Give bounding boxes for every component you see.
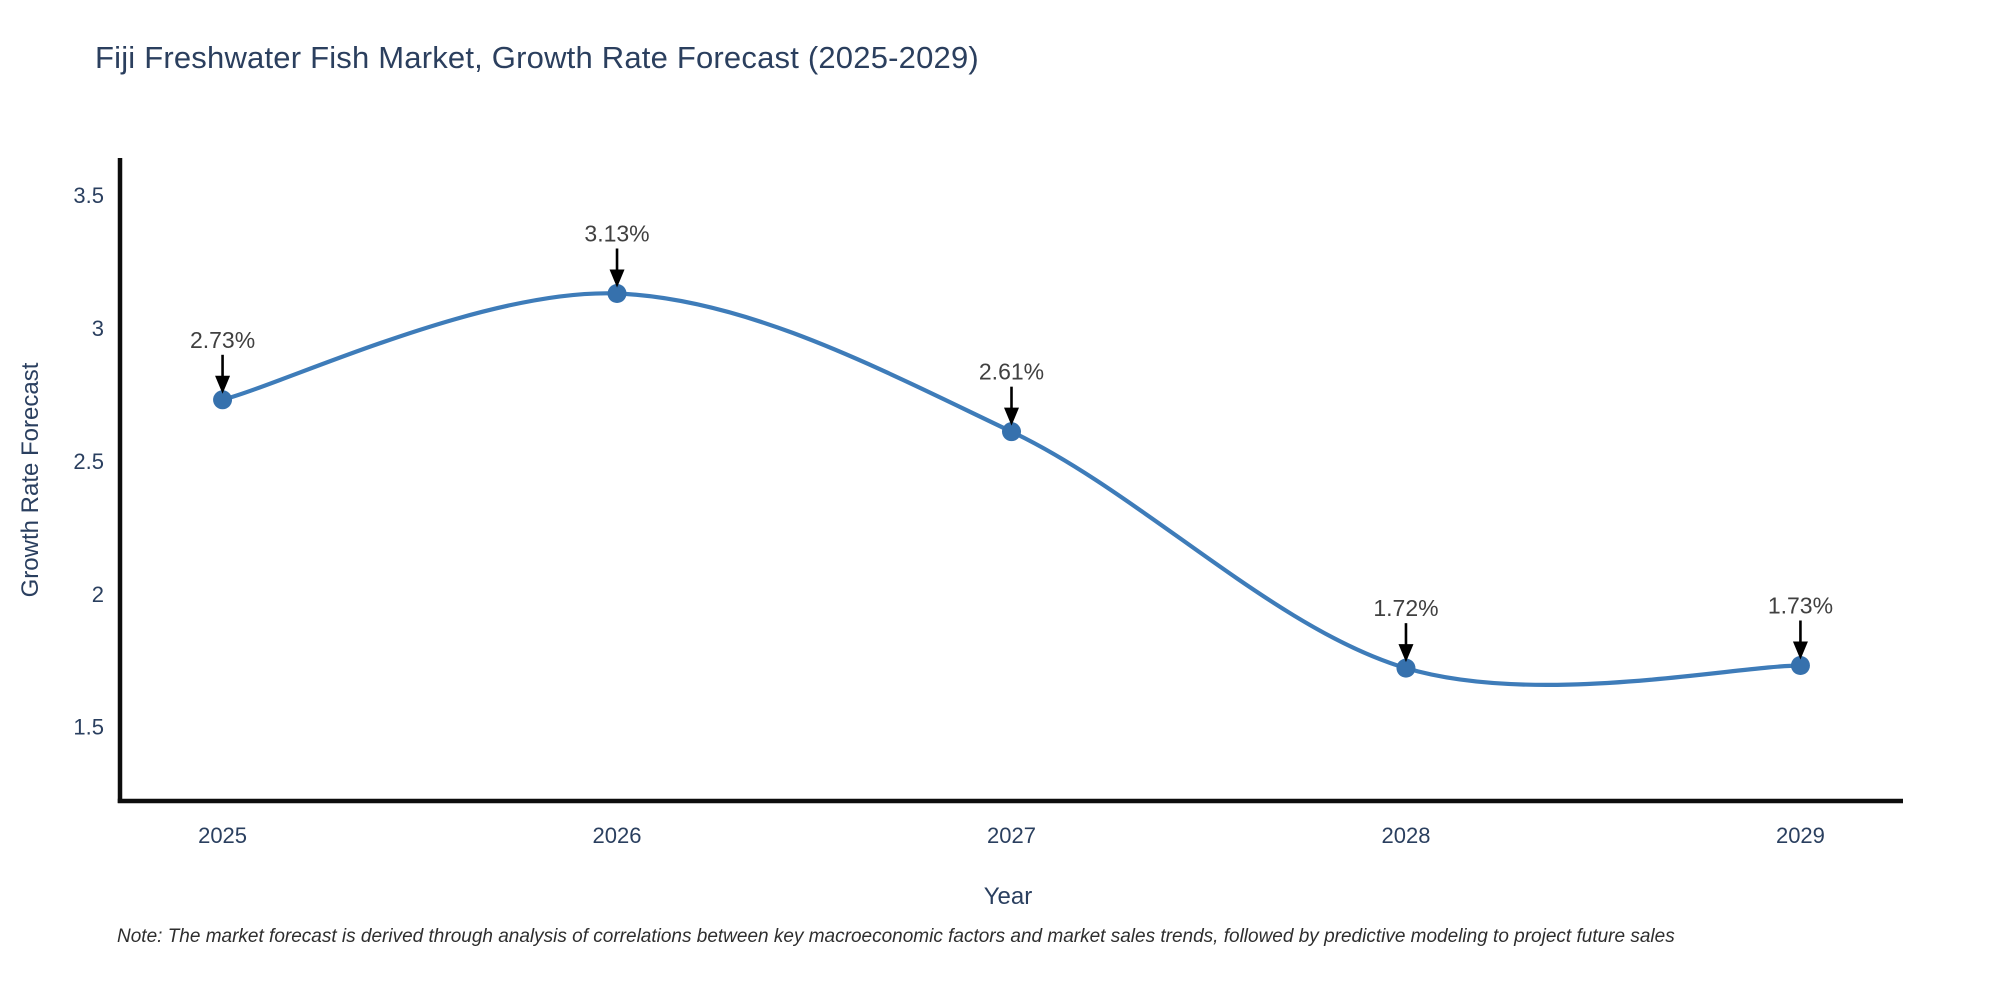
x-tick-label: 2027 bbox=[987, 823, 1036, 848]
annotation-arrow-head bbox=[215, 375, 231, 394]
annotation-label: 2.73% bbox=[190, 327, 255, 353]
point-annotations: 2.73% 3.13% 2.61% 1.72% 1.73% bbox=[190, 221, 1833, 663]
annotation-label: 1.72% bbox=[1373, 595, 1438, 621]
axes bbox=[117, 158, 1903, 804]
y-tick-labels: 3.5 3 2.5 2 1.5 bbox=[73, 183, 104, 739]
chart-title: Fiji Freshwater Fish Market, Growth Rate… bbox=[95, 40, 979, 75]
annotation-label: 3.13% bbox=[584, 221, 649, 247]
data-point-marker bbox=[607, 284, 627, 304]
y-axis-title: Growth Rate Forecast bbox=[17, 362, 44, 597]
y-tick-label: 1.5 bbox=[73, 715, 104, 740]
annotation-arrow-head bbox=[609, 269, 625, 288]
x-axis-title: Year bbox=[984, 883, 1033, 910]
series-growth-rate bbox=[213, 284, 1810, 687]
annotation-arrow-head bbox=[1004, 407, 1019, 426]
data-point-marker bbox=[1790, 655, 1810, 675]
data-point-marker bbox=[213, 390, 233, 410]
footnote: Note: The market forecast is derived thr… bbox=[117, 926, 1675, 947]
data-point-marker bbox=[1002, 422, 1021, 442]
x-tick-label: 2029 bbox=[1776, 823, 1825, 848]
annotation-label: 1.73% bbox=[1768, 592, 1833, 618]
x-tick-label: 2026 bbox=[593, 823, 642, 848]
series-line bbox=[220, 291, 1803, 687]
y-tick-label: 3 bbox=[92, 316, 104, 341]
y-tick-label: 2.5 bbox=[73, 449, 104, 474]
y-tick-label: 3.5 bbox=[73, 183, 104, 208]
annotation-label: 2.61% bbox=[979, 359, 1044, 385]
data-point-marker bbox=[1396, 658, 1416, 678]
x-tick-label: 2025 bbox=[198, 823, 247, 848]
annotation-arrow-head bbox=[1792, 641, 1808, 660]
x-tick-labels: 2025 2026 2027 2028 2029 bbox=[198, 823, 1825, 848]
annotation-arrow-head bbox=[1398, 644, 1414, 663]
y-tick-label: 2 bbox=[92, 582, 104, 607]
x-tick-label: 2028 bbox=[1381, 823, 1430, 848]
